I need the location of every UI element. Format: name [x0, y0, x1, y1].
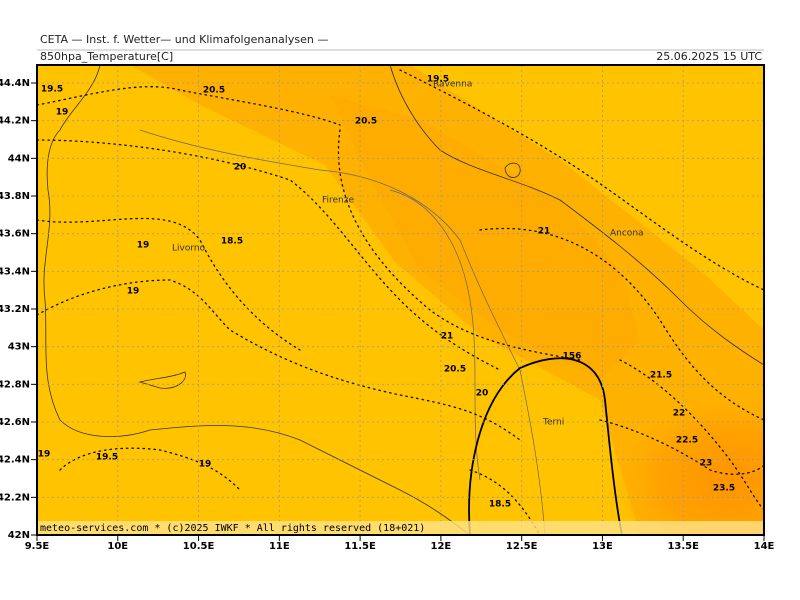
lat-label: 43.2N [0, 304, 30, 315]
contour-label: 19 [38, 450, 51, 460]
lat-label: 44.2N [0, 116, 30, 127]
contour-label: 19.5 [41, 85, 63, 95]
contour [399, 69, 764, 291]
map-area: 19.5 20.5 19.5 19 20.5 20 19 18.5 21 19 21 156 20.5 2… [37, 65, 764, 535]
lon-label: 10.5E [183, 541, 215, 552]
lat-label: 42.6N [0, 417, 30, 428]
city-label: Ancona [610, 229, 644, 239]
city-label: Livorno [172, 244, 206, 254]
header-date: 25.06.2025 15 UTC [656, 50, 762, 63]
lat-label: 43N [8, 342, 30, 353]
lat-label: 44.4N [0, 78, 30, 89]
footer-band [37, 521, 764, 535]
lake [504, 162, 521, 178]
contour-label: 19.5 [96, 453, 118, 463]
island [138, 371, 186, 389]
region-border [389, 189, 481, 481]
lon-label: 12.5E [506, 541, 538, 552]
hot-spot [610, 390, 764, 535]
contour-label: 21 [441, 332, 454, 342]
lat-label: 43.6N [0, 229, 30, 240]
lat-label: 43.8N [0, 191, 30, 202]
contour-label: 23 [700, 459, 713, 469]
thick-contour [468, 357, 623, 535]
lat-label: 43.4N [0, 266, 30, 277]
city-label: Ravenna [433, 80, 472, 90]
contour-label: 20 [234, 163, 247, 173]
contour-label: 23.5 [713, 484, 735, 494]
header-field: 850hpa_Temperature[C] [40, 50, 173, 63]
lon-label: 13E [592, 541, 613, 552]
region-border [139, 129, 546, 535]
contour-label: 19.5 [427, 75, 449, 85]
contour-label: 18.5 [221, 237, 243, 247]
contour-label: 20.5 [203, 86, 225, 96]
contour [479, 227, 764, 421]
warm-band [130, 65, 764, 535]
lat-label: 42N [8, 530, 30, 541]
contour [599, 419, 764, 475]
lat-label: 44N [8, 153, 30, 164]
lon-label: 11.5E [344, 541, 376, 552]
contour [37, 139, 501, 371]
map-frame [36, 64, 765, 536]
city-label: Firenze [322, 196, 354, 206]
contour-label: 20.5 [355, 117, 377, 127]
contour-label: 20 [476, 389, 489, 399]
contour-label: 20.5 [444, 365, 466, 375]
contour-label: 21 [538, 227, 551, 237]
contour-label: 19 [127, 287, 140, 297]
contour [37, 217, 301, 351]
east-coast [389, 65, 764, 366]
grid [37, 65, 764, 535]
contour [37, 86, 341, 126]
lon-label: 11E [269, 541, 290, 552]
contour-label: 22 [673, 409, 686, 419]
lat-label: 42.2N [0, 492, 30, 503]
lon-label: 9.5E [25, 541, 50, 552]
contour-label: 19 [137, 241, 150, 251]
contour-label: 18.5 [489, 500, 511, 510]
lon-label: 14E [754, 541, 775, 552]
city-label: Terni [542, 418, 564, 428]
contour-label: 156 [563, 352, 582, 362]
lon-label: 13.5E [667, 541, 699, 552]
lon-label: 10E [107, 541, 128, 552]
lat-label: 42.8N [0, 379, 30, 390]
lat-label: 42.4N [0, 455, 30, 466]
west-coast [43, 65, 471, 535]
contour [37, 279, 521, 441]
lon-label: 12E [431, 541, 452, 552]
contour-label: 19 [56, 108, 69, 118]
contour-label: 22.5 [676, 436, 698, 446]
contour [59, 447, 241, 491]
contour [619, 359, 764, 511]
footer: meteo-services.com * (c)2025 IWKF * All … [40, 523, 425, 534]
contour [337, 129, 581, 361]
contour [469, 469, 541, 535]
contour-label: 21.5 [650, 371, 672, 381]
header-title: CETA — Inst. f. Wetter— und Klimafolgena… [40, 33, 328, 46]
contour-label: 19 [199, 460, 212, 470]
contour-labels: 19.5 20.5 19.5 19 20.5 20 19 18.5 21 19 21 156 20.5 2… [38, 75, 735, 510]
